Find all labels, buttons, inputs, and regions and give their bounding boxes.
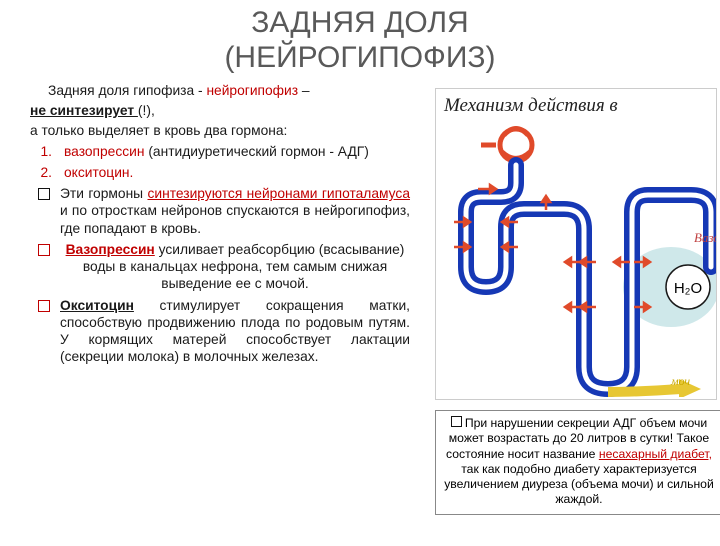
intro-line1: Задняя доля гипофиза - нейрогипофиз – [30,82,410,99]
bullet-3: Окситоцин стимулирует сокращения матки, … [30,297,410,366]
note-bullet-icon [451,416,462,427]
slide-title: ЗАДНЯЯ ДОЛЯ (НЕЙРОГИПОФИЗ) [0,6,720,75]
vaso-label: Вазо [694,230,716,245]
bullet-2: Вазопрессин усиливает реабсорбцию (всасы… [30,241,410,293]
h2o-label: H₂O [674,280,702,297]
num-item-1: 1. вазопрессин (антидиуретический гормон… [30,143,410,160]
note-box: При нарушении секреции АДГ объем мочи мо… [435,410,720,515]
nephron-diagram: H₂O Вазо моч [436,117,716,397]
bullet-1: Эти гормоны синтезируются нейронами гипо… [30,185,410,237]
intro-line2: не синтезирует (!), [30,102,410,119]
diagram-panel: Механизм действия в [435,88,717,400]
diagram-caption: Механизм действия в [444,95,716,117]
urine-label: моч [670,374,690,388]
num-item-2: 2. окситоцин. [30,164,410,181]
intro-line3: а только выделяет в кровь два гормона: [30,122,410,139]
left-column: Задняя доля гипофиза - нейрогипофиз – не… [30,82,410,370]
